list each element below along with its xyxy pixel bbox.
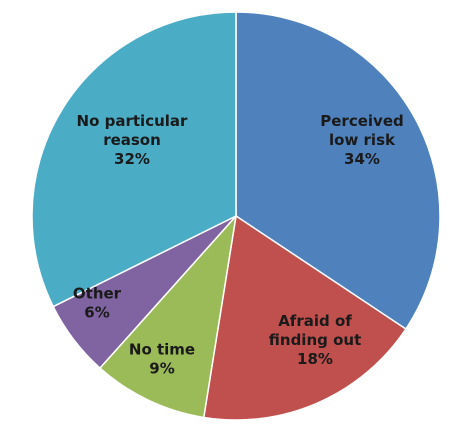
slice-label-line: finding out (269, 331, 361, 349)
slice-label-line: Perceived (320, 112, 403, 130)
pie-slice-no-time (98, 213, 238, 419)
slice-percent: 6% (84, 304, 109, 322)
slice-percent: 34% (344, 150, 380, 168)
pie-labels: Perceived low risk 34% Afraid of finding out… (73, 112, 404, 378)
slice-label-line: Other (73, 285, 122, 303)
slice-label-perceived-low-risk: Perceived low risk 34% (320, 112, 403, 168)
slice-label-line: reason (103, 131, 161, 149)
slice-label-no-particular-reason: No particular reason 32% (77, 112, 188, 168)
pie-slice-afraid-of-finding-out (202, 214, 407, 421)
slice-label-line: low risk (329, 131, 396, 149)
slice-label-line: No time (129, 341, 195, 359)
slice-label-other: Other 6% (73, 285, 122, 322)
pie-slices (31, 11, 441, 421)
slice-label-no-time: No time 9% (129, 341, 195, 378)
slice-label-line: Afraid of (278, 312, 352, 330)
pie-slice-no-particular-reason (31, 11, 237, 308)
slice-percent: 18% (297, 350, 333, 368)
slice-label-afraid-of-finding-out: Afraid of finding out 18% (269, 312, 361, 368)
slice-percent: 9% (149, 360, 174, 378)
slice-percent: 32% (114, 150, 150, 168)
slice-label-line: No particular (77, 112, 188, 130)
